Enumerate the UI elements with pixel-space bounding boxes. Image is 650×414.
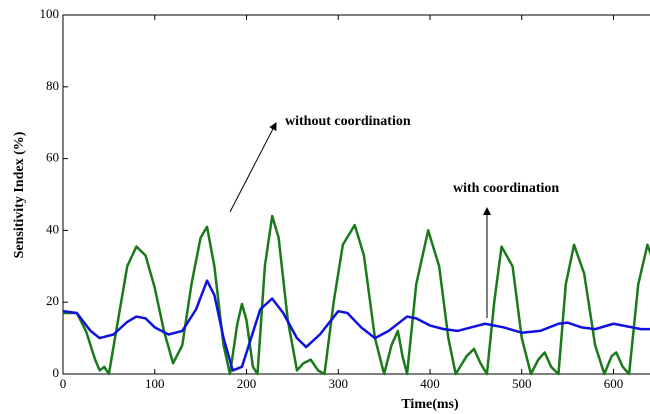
x-tick-label: 100	[145, 376, 165, 391]
line	[63, 214, 650, 376]
annotation: with coordination	[453, 181, 559, 196]
y-tick-label: 100	[40, 6, 60, 21]
x-tick-label: 300	[329, 376, 349, 391]
annotation: without coordination	[285, 114, 411, 129]
x-tick-label: 400	[420, 376, 440, 391]
arrow	[229, 122, 277, 213]
x-axis-label: Time(ms)	[401, 397, 459, 412]
y-tick-label: 80	[46, 78, 59, 93]
y-axis-label: Sensitivity Index (%)	[12, 131, 27, 258]
y-tick-label: 60	[46, 150, 59, 165]
y-tick-label: 0	[53, 365, 60, 380]
x-tick-label: 600	[604, 376, 624, 391]
x-tick-label: 500	[512, 376, 532, 391]
y-tick-label: 20	[46, 293, 59, 308]
line	[62, 279, 650, 372]
x-tick-label: 0	[60, 376, 67, 391]
y-tick-label: 40	[46, 221, 59, 236]
x-tick-label: 200	[237, 376, 257, 391]
